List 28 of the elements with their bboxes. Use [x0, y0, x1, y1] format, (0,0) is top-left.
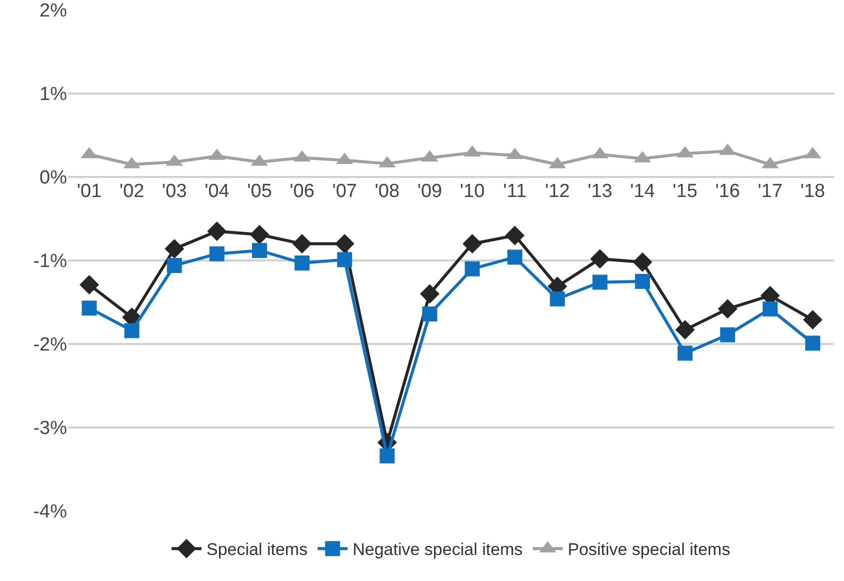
x-tick-label: '05 — [247, 181, 272, 202]
y-tick-label: 0% — [40, 168, 68, 189]
x-tick-label: '16 — [715, 181, 740, 202]
y-tick-label: -3% — [33, 418, 68, 440]
x-tick-label: '06 — [290, 181, 314, 202]
legend-label: Negative special items — [352, 540, 523, 560]
x-tick-label: '15 — [672, 181, 698, 202]
x-tick-label: '14 — [630, 181, 656, 202]
x-tick-label: '02 — [119, 181, 144, 202]
x-tick-label: '01 — [76, 181, 102, 202]
x-tick-label: '10 — [460, 181, 485, 202]
x-tick-label: '09 — [417, 181, 442, 202]
x-tick-label: '13 — [588, 181, 612, 202]
y-tick-label: 1% — [40, 84, 68, 106]
x-tick-label: '03 — [162, 181, 187, 202]
x-tick-label: '08 — [374, 181, 400, 202]
x-tick-label: '07 — [332, 181, 357, 202]
y-tick-label: -2% — [33, 334, 68, 356]
legend-label: Positive special items — [568, 540, 730, 560]
legend-label: Special items — [206, 540, 308, 560]
x-tick-label: '12 — [545, 181, 570, 202]
x-tick-label: '18 — [800, 181, 826, 202]
y-tick-label: -4% — [33, 502, 68, 523]
x-tick-label: '11 — [503, 181, 527, 202]
y-tick-label: 2% — [40, 0, 68, 22]
y-tick-label: -1% — [33, 251, 68, 272]
x-tick-label: '04 — [204, 181, 230, 202]
x-tick-label: '17 — [758, 181, 783, 202]
